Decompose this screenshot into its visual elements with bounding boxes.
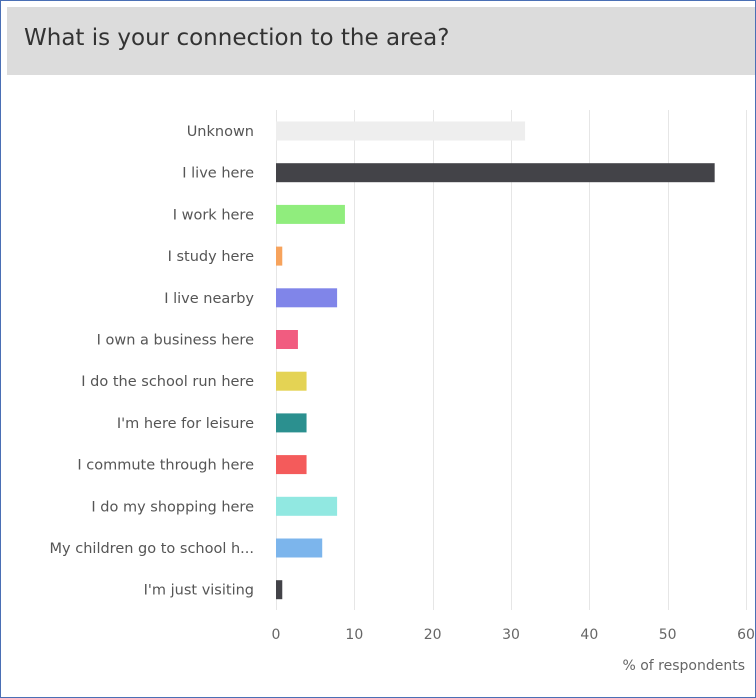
- category-label-11: I'm just visiting: [144, 583, 254, 599]
- bar-9[interactable]: [276, 496, 338, 516]
- bar-7[interactable]: [276, 413, 307, 433]
- x-axis-title: % of respondents: [622, 658, 745, 674]
- bar-11[interactable]: [276, 580, 283, 600]
- category-label-6: I do the school run here: [81, 374, 254, 390]
- x-tick-label-20: 20: [424, 627, 442, 643]
- x-tick-label-50: 50: [659, 627, 677, 643]
- bar-5[interactable]: [276, 330, 298, 349]
- category-label-10: My children go to school h...: [50, 541, 254, 557]
- bar-3[interactable]: [276, 246, 283, 266]
- bar-8[interactable]: [276, 455, 307, 475]
- bar-0[interactable]: [276, 121, 526, 141]
- category-label-2: I work here: [173, 207, 254, 223]
- category-label-5: I own a business here: [97, 333, 254, 349]
- category-label-0: Unknown: [187, 124, 254, 140]
- bar-4[interactable]: [276, 288, 338, 308]
- category-label-8: I commute through here: [77, 458, 254, 474]
- bar-1[interactable]: [276, 163, 715, 183]
- x-tick-label-40: 40: [580, 627, 598, 643]
- chart-header: What is your connection to the area?: [7, 7, 755, 75]
- bar-10[interactable]: [276, 538, 323, 558]
- x-tick-label-30: 30: [502, 627, 520, 643]
- category-label-9: I do my shopping here: [91, 499, 254, 515]
- x-tick-label-10: 10: [345, 627, 363, 643]
- x-tick-label-0: 0: [272, 627, 281, 643]
- category-label-1: I live here: [182, 166, 254, 182]
- category-label-3: I study here: [168, 249, 254, 265]
- bar-2[interactable]: [276, 204, 345, 224]
- bar-6[interactable]: [276, 371, 307, 391]
- x-tick-label-60: 60: [737, 627, 755, 643]
- category-label-4: I live nearby: [164, 291, 254, 307]
- chart-title: What is your connection to the area?: [24, 25, 450, 51]
- category-label-7: I'm here for leisure: [117, 416, 254, 432]
